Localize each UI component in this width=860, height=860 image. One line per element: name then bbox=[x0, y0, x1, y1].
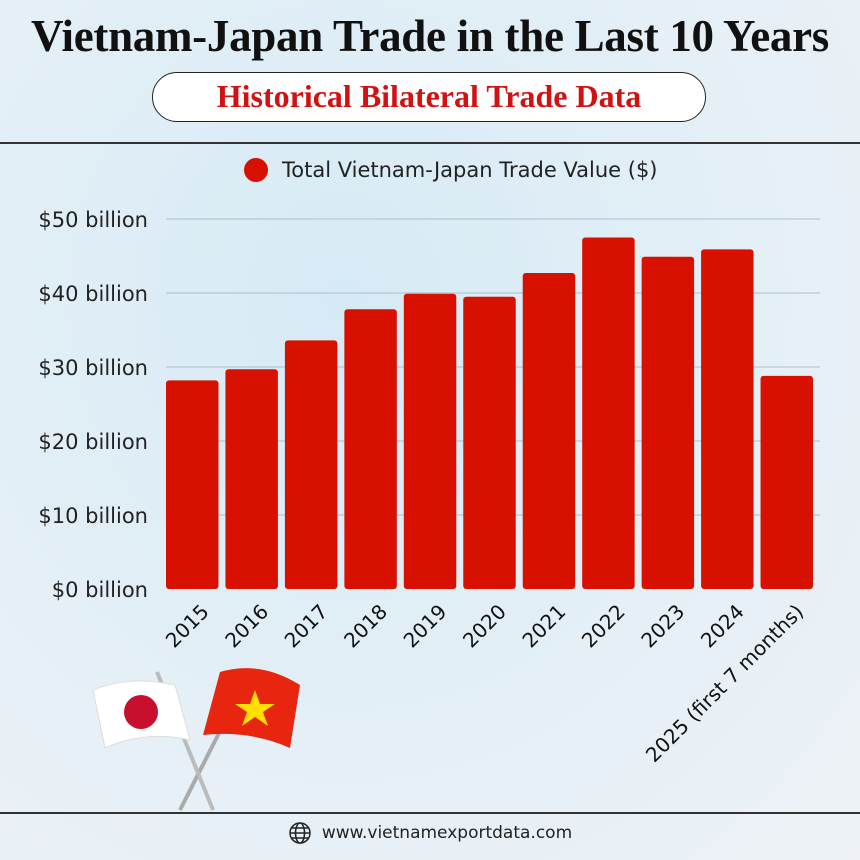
bar-2015 bbox=[166, 380, 219, 589]
bar-2023 bbox=[641, 256, 695, 589]
bar-2016 bbox=[225, 369, 278, 589]
bar-2025 bbox=[760, 375, 813, 589]
globe-icon bbox=[289, 822, 311, 844]
y-tick-label: $40 billion bbox=[38, 282, 148, 306]
y-tick-label: $10 billion bbox=[38, 504, 148, 528]
page-title: Vietnam-Japan Trade in the Last 10 Years bbox=[30, 11, 829, 61]
x-tick-label: 2019 bbox=[399, 599, 452, 652]
legend-label: Total Vietnam-Japan Trade Value ($) bbox=[282, 158, 658, 182]
x-tick-label: 2024 bbox=[696, 599, 749, 652]
website-link[interactable]: www.vietnamexportdata.com bbox=[321, 823, 573, 843]
bar-2018 bbox=[344, 309, 397, 589]
x-tick-label: 2015 bbox=[161, 599, 214, 652]
bar-2020 bbox=[463, 296, 516, 589]
vietnam-flag-icon bbox=[203, 668, 300, 748]
footer: www.vietnamexportdata.com bbox=[0, 821, 860, 845]
y-tick-label: $50 billion bbox=[38, 208, 148, 232]
subtitle-badge: Historical Bilateral Trade Data bbox=[152, 72, 706, 122]
x-tick-label: 2022 bbox=[577, 599, 630, 652]
bar-2022 bbox=[582, 237, 635, 589]
legend-swatch bbox=[244, 158, 268, 182]
bar-2019 bbox=[403, 293, 457, 589]
x-tick-label: 2021 bbox=[517, 599, 570, 652]
top-divider bbox=[0, 142, 860, 144]
x-tick-label: 2016 bbox=[220, 599, 273, 652]
x-tick-label: 2020 bbox=[458, 599, 511, 652]
x-tick-label: 2023 bbox=[636, 599, 689, 652]
y-tick-label: $20 billion bbox=[38, 430, 148, 454]
bar-chart: $0 billion $10 billion $20 billion $30 bill… bbox=[38, 208, 820, 767]
x-tick-label: 2017 bbox=[280, 599, 333, 652]
bar-2024 bbox=[701, 249, 754, 589]
flags-illustration bbox=[92, 668, 300, 811]
bar-2017 bbox=[284, 340, 338, 589]
bar-2021 bbox=[522, 273, 576, 589]
bottom-divider bbox=[0, 812, 860, 814]
japan-flag-icon bbox=[92, 680, 191, 749]
y-tick-label: $0 billion bbox=[52, 578, 148, 602]
y-tick-label: $30 billion bbox=[38, 356, 148, 380]
chart-legend: Total Vietnam-Japan Trade Value ($) bbox=[244, 158, 658, 182]
x-tick-label: 2018 bbox=[339, 599, 392, 652]
